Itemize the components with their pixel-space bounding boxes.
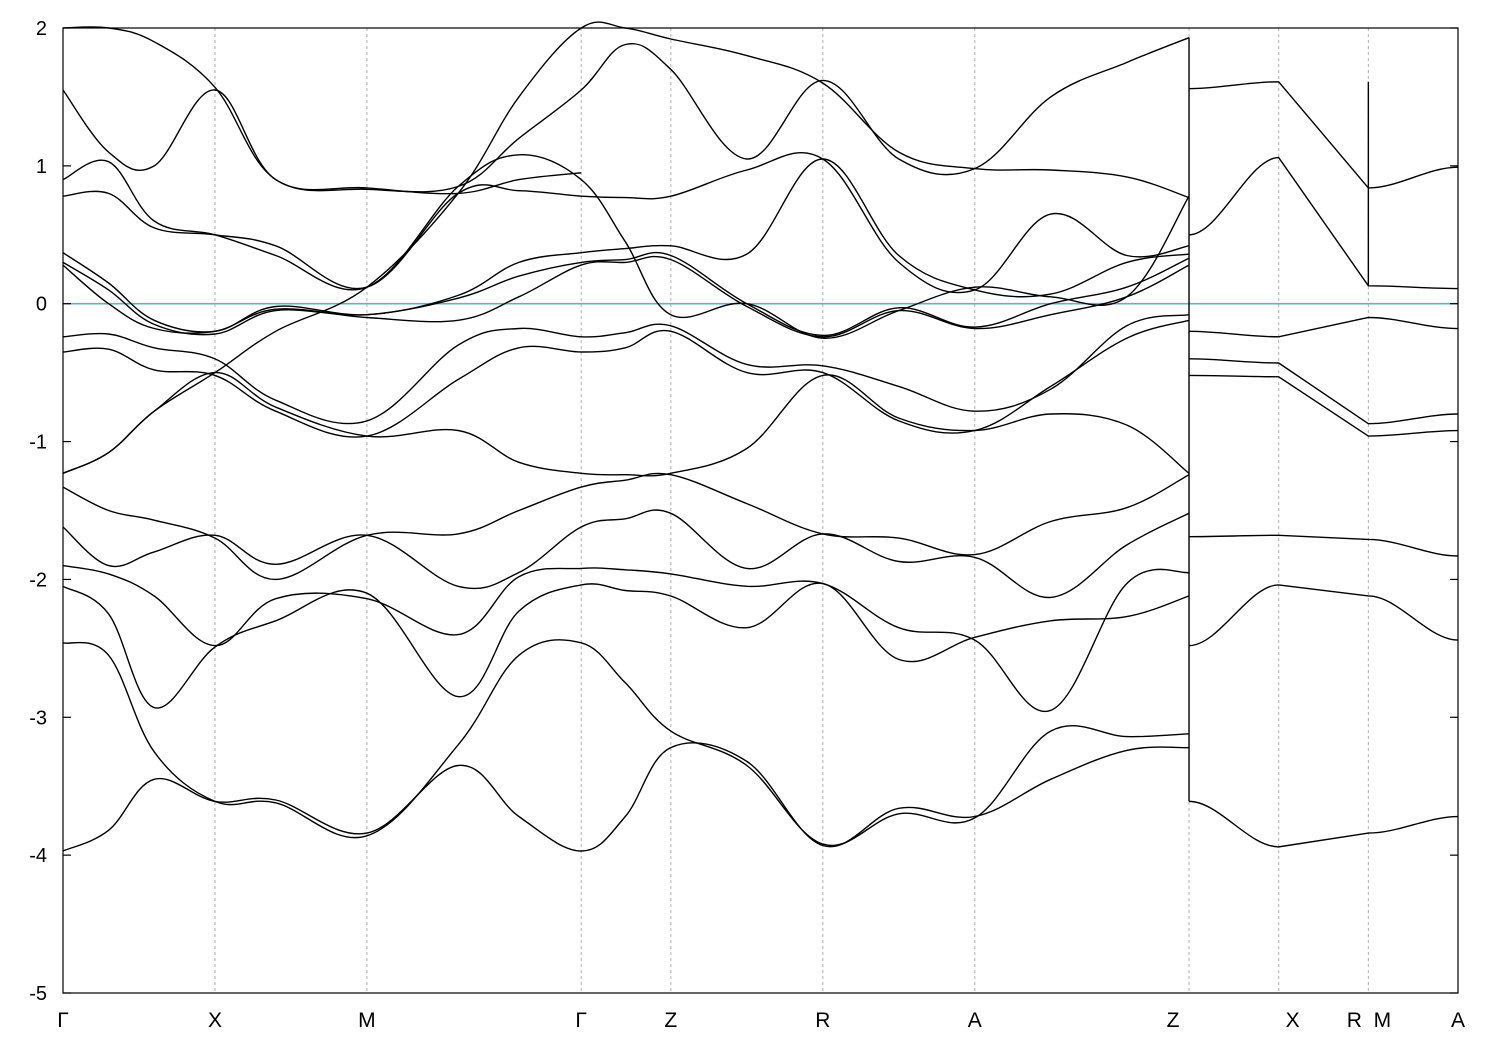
band-line-9 bbox=[62, 314, 1190, 425]
ytick-label: -4 bbox=[29, 845, 47, 867]
kpoint-label: Z bbox=[664, 1009, 677, 1032]
band-line-14 bbox=[62, 154, 1190, 339]
band-line-13 bbox=[62, 152, 1190, 294]
kpoint-label: A bbox=[968, 1009, 982, 1032]
bands bbox=[62, 21, 1459, 852]
kpoint-label: R bbox=[815, 1009, 830, 1032]
tail-band-line-6 bbox=[1189, 534, 1459, 557]
ytick-label: 1 bbox=[36, 156, 47, 178]
ytick-label: 0 bbox=[36, 294, 47, 316]
tail-band-line-4 bbox=[1189, 358, 1459, 425]
tail-band-line-8 bbox=[1189, 800, 1459, 848]
plot-frame bbox=[62, 27, 1459, 994]
band-line-11 bbox=[62, 251, 1190, 337]
kpoint-label: A bbox=[1451, 1009, 1465, 1032]
tail-band-line-5 bbox=[1189, 374, 1459, 437]
kpoint-label: Γ bbox=[57, 1009, 69, 1032]
kpoint-label: X bbox=[1286, 1009, 1300, 1032]
band-line-3 bbox=[62, 582, 1190, 709]
band-line-12 bbox=[62, 158, 1190, 333]
ytick-label: -5 bbox=[29, 983, 47, 1005]
band-line-2 bbox=[62, 639, 1190, 847]
band-line-16 bbox=[62, 21, 1190, 474]
tail-band-line-3 bbox=[1189, 316, 1459, 338]
tail-band-line-2 bbox=[1188, 156, 1459, 290]
band-line-6 bbox=[62, 472, 1190, 581]
band-line-4 bbox=[62, 564, 1190, 713]
band-line-8 bbox=[62, 319, 1190, 438]
kpoint-label: M bbox=[1374, 1009, 1392, 1032]
ytick-label: -1 bbox=[29, 432, 47, 454]
tail-band-line-1 bbox=[1189, 81, 1459, 189]
ytick-label: 2 bbox=[36, 18, 47, 40]
band-line-15 bbox=[62, 37, 1190, 193]
kpoint-label: R bbox=[1347, 1009, 1362, 1032]
ytick-label: -3 bbox=[29, 707, 47, 729]
kpoint-gridlines bbox=[214, 28, 1369, 993]
kpoint-label: Γ bbox=[575, 1009, 587, 1032]
kpoint-label: M bbox=[358, 1009, 376, 1032]
ytick-label: -2 bbox=[29, 569, 47, 591]
kpoint-label: Z bbox=[1167, 1009, 1180, 1032]
y-axis-ticks: -5 -4 -3 -2 -1 0 1 2 bbox=[29, 18, 1458, 1005]
band-line-5 bbox=[62, 509, 1190, 599]
tail-band-line-7 bbox=[1189, 584, 1459, 647]
kpoint-label: X bbox=[208, 1009, 222, 1032]
band-line-17 bbox=[62, 26, 582, 195]
